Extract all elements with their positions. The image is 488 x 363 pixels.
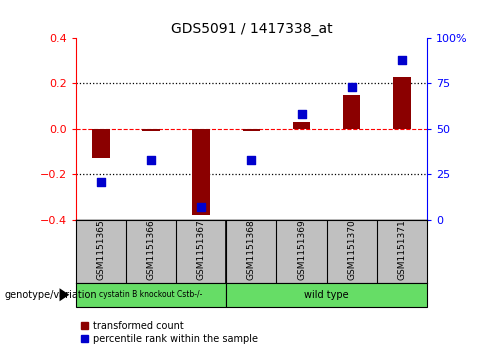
Text: wild type: wild type (305, 290, 349, 300)
Text: GSM1151365: GSM1151365 (96, 219, 105, 280)
Point (348, 84, 356, 90)
Point (147, 157, 155, 163)
Text: GSM1151371: GSM1151371 (397, 219, 407, 280)
Bar (243, 129, 260, 131)
Point (97, 179, 104, 184)
Bar (343, 95, 361, 129)
Point (247, 157, 255, 163)
Bar (92, 129, 109, 158)
Point (197, 204, 205, 210)
Bar (393, 77, 411, 129)
Title: GDS5091 / 1417338_at: GDS5091 / 1417338_at (170, 22, 332, 36)
Text: GSM1151367: GSM1151367 (197, 219, 205, 280)
Bar (192, 129, 210, 215)
Text: GSM1151368: GSM1151368 (247, 219, 256, 280)
Point (298, 111, 305, 117)
Bar (142, 129, 160, 131)
Bar (76, 283, 226, 307)
Point (398, 57, 406, 63)
Bar (226, 283, 427, 307)
Text: GSM1151366: GSM1151366 (146, 219, 156, 280)
Text: GSM1151370: GSM1151370 (347, 219, 356, 280)
Text: GSM1151369: GSM1151369 (297, 219, 306, 280)
Text: genotype/variation: genotype/variation (5, 290, 98, 300)
Bar (293, 122, 310, 129)
Legend: transformed count, percentile rank within the sample: transformed count, percentile rank withi… (81, 321, 258, 344)
Text: cystatin B knockout Cstb-/-: cystatin B knockout Cstb-/- (99, 290, 203, 299)
